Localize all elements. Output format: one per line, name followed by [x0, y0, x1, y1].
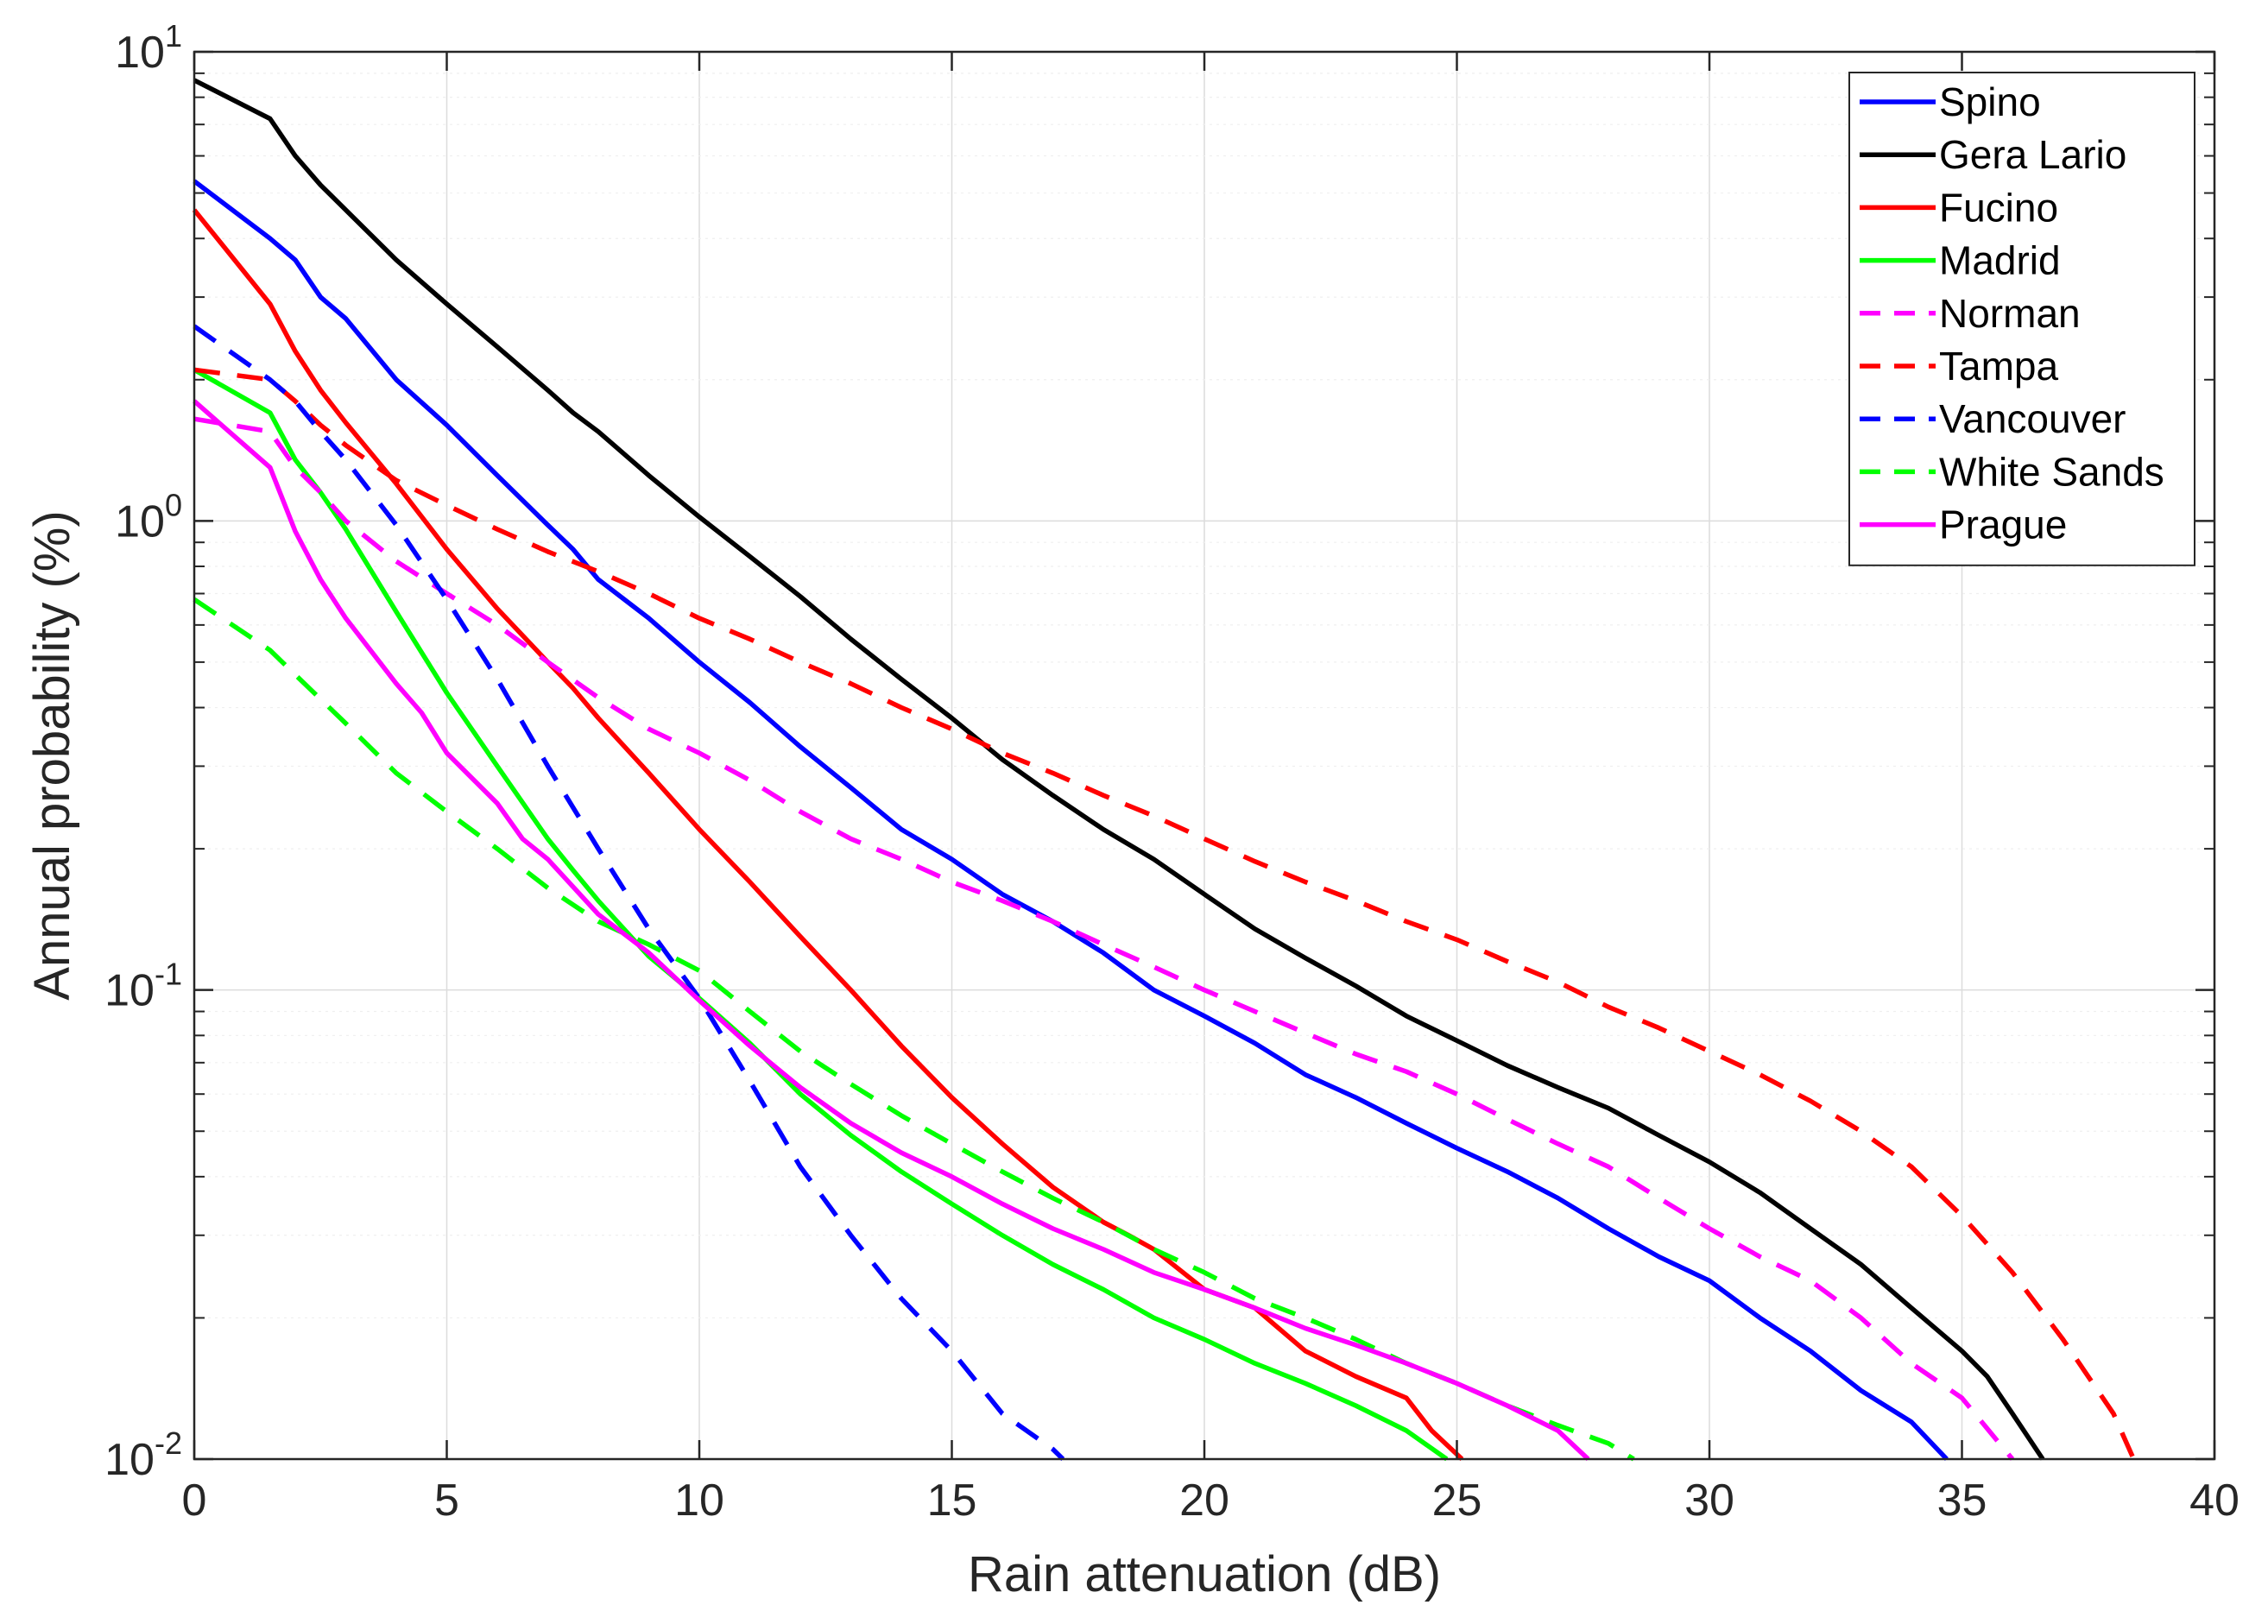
series-line-prague — [193, 399, 1590, 1462]
legend-label: Madrid — [1939, 238, 2061, 283]
series-line-white-sands — [193, 597, 1635, 1462]
y-tick-label: 100 — [115, 487, 182, 547]
legend-label: Spino — [1939, 79, 2041, 124]
ticks: 0 5 10 15 20 25 30 35 40 101 100 10-1 10-2 — [104, 18, 2240, 1526]
legend-label: White Sands — [1939, 449, 2164, 494]
grid — [194, 52, 2214, 1459]
x-tick-label: 40 — [2189, 1476, 2240, 1526]
legend: Spino Gera Lario Fucino Madrid Norman Tampa Va… — [1848, 72, 2195, 566]
legend-label: Vancouver — [1939, 396, 2126, 441]
series-line-norman — [193, 416, 2015, 1461]
y-axis-label: Annual probability (%) — [24, 510, 80, 1000]
y-tick-label: 101 — [115, 18, 182, 78]
x-tick-label: 15 — [927, 1476, 977, 1526]
x-tick-label: 10 — [674, 1476, 724, 1526]
x-tick-label: 30 — [1684, 1476, 1734, 1526]
x-tick-label: 0 — [182, 1476, 207, 1526]
legend-label: Norman — [1939, 291, 2081, 336]
legend-label: Fucino — [1939, 185, 2058, 230]
series-group — [192, 78, 2136, 1462]
legend-label: Gera Lario — [1939, 132, 2126, 177]
x-tick-label: 35 — [1937, 1476, 1987, 1526]
y-tick-label: 10-2 — [104, 1425, 182, 1485]
legend-label: Prague — [1939, 502, 2067, 547]
x-tick-label: 5 — [434, 1476, 459, 1526]
x-tick-label: 25 — [1432, 1476, 1482, 1526]
series-line-vancouver — [193, 324, 1065, 1461]
x-axis-label: Rain attenuation (dB) — [968, 1546, 1441, 1602]
y-tick-label: 10-1 — [104, 957, 182, 1016]
series-line-spino — [193, 179, 1949, 1461]
series-line-gera-lario — [193, 78, 2045, 1461]
legend-label: Tampa — [1939, 344, 2058, 389]
x-tick-label: 20 — [1179, 1476, 1229, 1526]
